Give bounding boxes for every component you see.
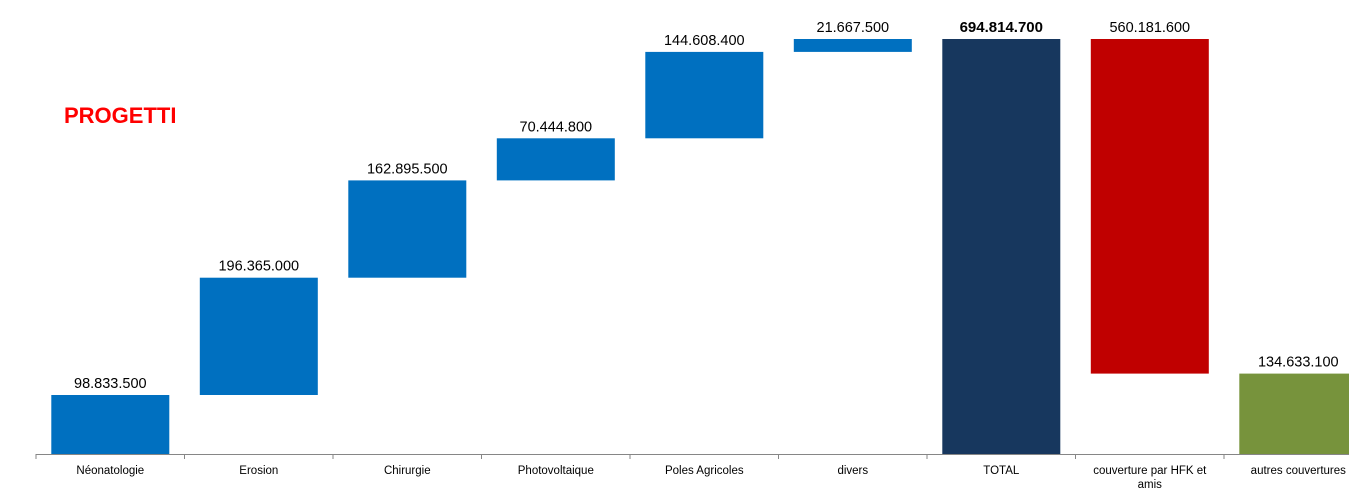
value-labels-group: 98.833.500 196.365.000 162.895.500 70.444.8… (74, 19, 1339, 392)
bar-divers (793, 39, 912, 52)
value-label-chirurgie: 162.895.500 (367, 161, 448, 177)
value-label-photovoltaique: 70.444.800 (520, 119, 593, 135)
value-label-autres-couvertures: 134.633.100 (1258, 355, 1339, 371)
bar-poles-agricoles (645, 51, 764, 139)
category-label-photovoltaique: Photovoltaique (518, 465, 594, 477)
x-axis (35, 454, 1349, 459)
category-labels-group: Néonatologie Erosion Chirurgie Photovoltaiq… (76, 465, 1346, 491)
bar-chirurgie (348, 180, 467, 278)
bar-photovoltaique (496, 138, 615, 181)
category-label-total: TOTAL (983, 465, 1020, 477)
category-label-neonatologie: Néonatologie (76, 465, 144, 477)
category-label-autres-couvertures: autres couvertures (1251, 465, 1346, 477)
chart-title: PROGETTI (64, 103, 177, 128)
category-label-poles-agricoles: Poles Agricoles (665, 465, 744, 477)
value-label-erosion: 196.365.000 (218, 259, 299, 275)
bar-autres-couvertures (1239, 373, 1349, 454)
category-label-chirurgie: Chirurgie (384, 465, 431, 477)
bar-erosion (199, 277, 318, 395)
category-label-divers: divers (837, 465, 868, 477)
bar-total (942, 39, 1061, 454)
bar-couverture-par-hfk-et-amis (1090, 39, 1209, 374)
value-label-couverture-par-hfk-et-amis: 560.181.600 (1109, 20, 1190, 36)
value-label-divers: 21.667.500 (817, 20, 890, 36)
bar-neonatologie (51, 395, 170, 454)
value-label-poles-agricoles: 144.608.400 (664, 33, 745, 49)
value-label-neonatologie: 98.833.500 (74, 376, 147, 392)
category-label-erosion: Erosion (239, 465, 278, 477)
value-label-total: 694.814.700 (960, 19, 1043, 36)
category-label-couverture-par-hfk-et-amis: couverture par HFK et amis (1093, 465, 1207, 491)
bars-group (51, 39, 1349, 454)
